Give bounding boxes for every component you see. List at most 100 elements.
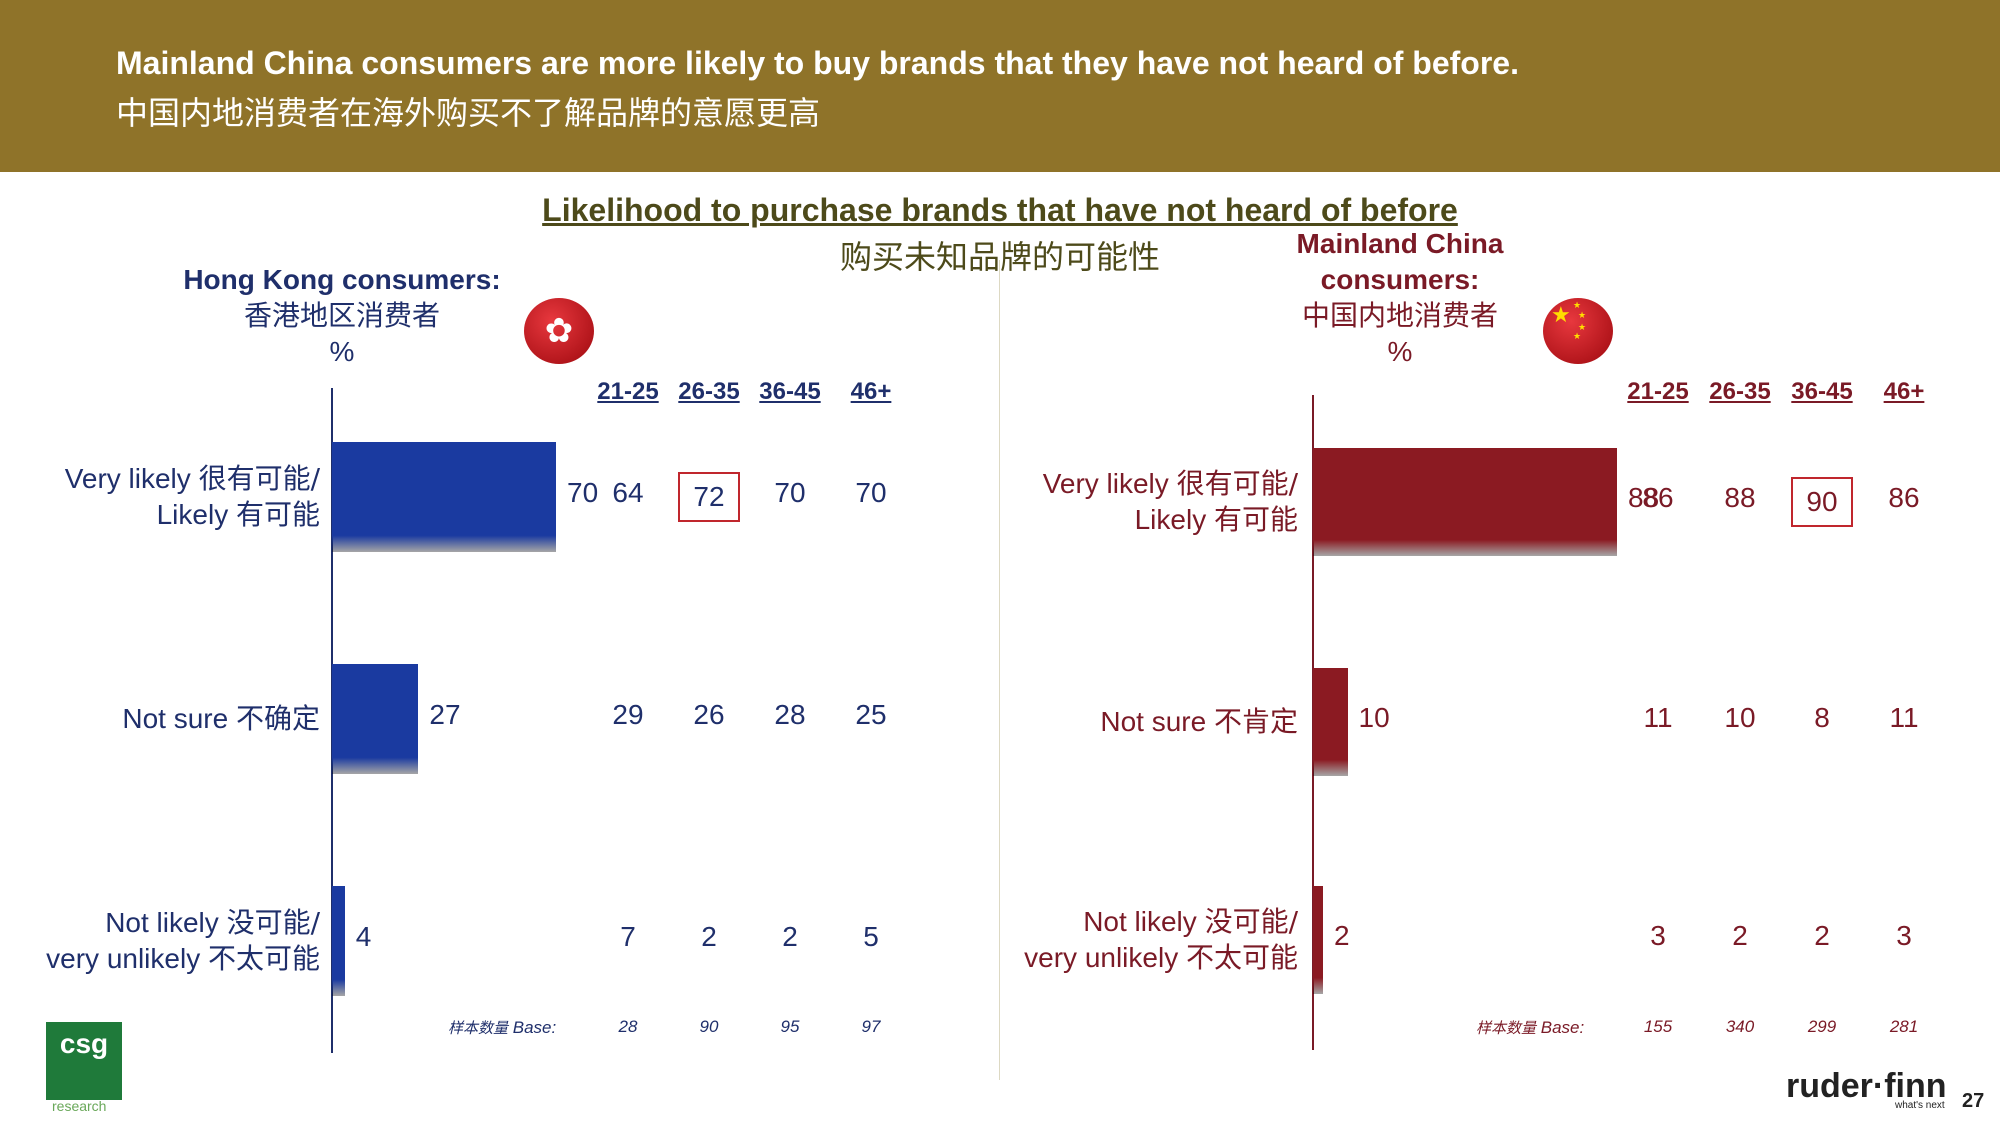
category-en: Not sure [1100,706,1207,737]
category-zh-2: 不太可能 [207,942,320,975]
cn-panel-heading: Mainland China consumers: 中国内地消费者 % [1250,226,1550,370]
slide-title: Mainland China consumers are more likely… [116,45,1519,81]
category-en-2: very unlikely [46,943,201,974]
hk-bar-value: 4 [355,921,372,952]
hk-age-value: 26 [693,699,725,730]
cn-age-value: 2 [1814,920,1830,951]
base-label-zh: 样本数量 [448,1019,509,1037]
category-zh: 不确定 [235,702,320,735]
cn-base-value: 281 [1889,1017,1919,1036]
cn-age-value: 10 [1724,702,1756,733]
category-zh: 没可能/ [226,906,320,939]
hk-unit: % [329,336,355,367]
bauhinia-icon: ✿ [544,312,574,350]
cn-base-label: 样本数量 Base: [1476,1017,1584,1038]
hk-category-label: Not sure 不确定 [122,701,320,737]
hk-age-header: 46+ [850,378,892,405]
hk-highlighted-age-value: 72 [678,472,740,522]
star-icon: ★ [1573,331,1582,341]
hk-age-header: 21-25 [597,378,659,405]
page-number: 27 [1962,1090,1985,1112]
cn-category-label: Not sure 不肯定 [1100,704,1298,740]
category-zh-2: 有可能 [235,498,320,531]
cn-bar-value: 88 [1628,482,1660,513]
csg-logo-subtitle: research [52,1098,107,1114]
cn-age-header: 46+ [1883,378,1925,405]
cn-age-value: 86 [1642,482,1674,513]
hk-age-value: 29 [612,699,644,730]
hong-kong-flag-icon: ✿ [524,298,594,364]
category-en: Not sure [122,703,229,734]
hk-bar [332,442,556,552]
category-en-2: Likely [156,499,229,530]
cn-age-value: 3 [1650,920,1666,951]
hk-age-value: 7 [620,921,636,952]
cn-age-value: 88 [1724,482,1756,513]
star-icon: ★ [1578,322,1587,332]
cn-base-value: 299 [1807,1017,1837,1036]
hk-category-label: Not likely 没可能/very unlikely 不太可能 [46,905,320,977]
ruder-finn-logo: ruder·finn [1786,1067,1947,1105]
cn-age-value: 2 [1732,920,1748,951]
category-en: Not likely [1083,906,1197,937]
category-zh: 很有可能/ [1176,467,1298,500]
category-en: Very likely [1042,468,1169,499]
hk-age-value: 28 [774,699,806,730]
hk-age-value: 2 [782,921,798,952]
star-icon: ★ [1578,310,1587,320]
cn-base-value: 340 [1725,1017,1755,1036]
hk-age-value: 64 [612,477,644,508]
cn-age-value: 86 [1888,482,1920,513]
cn-age-header: 26-35 [1709,378,1771,405]
cn-age-value: 3 [1896,920,1912,951]
hk-panel-heading: Hong Kong consumers: 香港地区消费者 % [160,262,524,370]
hk-category-label: Very likely 很有可能/Likely 有可能 [65,461,320,533]
hk-age-header: 36-45 [759,378,821,405]
base-label-zh: 样本数量 [1476,1019,1537,1037]
category-en-2: very unlikely [1024,942,1179,973]
hk-bar [332,886,345,996]
hk-bar-value: 70 [567,477,599,508]
cn-category-label: Very likely 很有可能/Likely 有可能 [1043,466,1298,538]
base-label-en: Base: [512,1018,557,1037]
category-en: Not likely [105,907,219,938]
cn-bar-value: 2 [1334,920,1350,951]
hk-heading-en: Hong Kong consumers: [183,264,501,295]
star-icon: ★ [1551,302,1571,327]
cn-bar [1313,886,1323,994]
cn-heading-en-2: consumers: [1320,264,1480,295]
panel-divider [999,260,1000,1080]
category-zh-2: 不太可能 [1185,941,1298,974]
header-banner: Mainland China consumers are more likely… [0,0,2000,172]
hk-base-value: 90 [699,1017,719,1036]
star-icon: ★ [1573,300,1582,310]
chart-title: Likelihood to purchase brands that have … [542,192,1458,228]
slide-title-chinese: 中国内地消费者在海外购买不了解品牌的意愿更高 [116,94,821,132]
category-zh: 不肯定 [1213,705,1298,738]
hk-base-value: 95 [780,1017,800,1036]
china-flag-icon: ★ ★ ★ ★ ★ [1543,298,1613,364]
cn-age-value: 11 [1643,702,1673,733]
hk-bar-value: 27 [429,699,461,730]
cn-base-value: 155 [1643,1017,1673,1036]
hk-base-value: 28 [618,1017,638,1036]
cn-bar [1313,448,1617,556]
csg-logo-text: csg [59,1028,109,1059]
category-zh: 没可能/ [1204,905,1298,938]
hk-age-value: 2 [701,921,717,952]
hk-age-value: 25 [855,699,887,730]
hk-base-value: 97 [861,1017,881,1036]
cn-age-value: 8 [1814,702,1830,733]
hk-age-value: 5 [863,921,879,952]
cn-heading-en-1: Mainland China [1296,228,1504,259]
category-en-2: Likely [1134,504,1207,535]
cn-category-label: Not likely 没可能/very unlikely 不太可能 [1024,904,1298,976]
category-zh-2: 有可能 [1213,503,1298,536]
cn-bar-value: 10 [1358,702,1390,733]
cn-bar [1313,668,1348,776]
cn-unit: % [1387,336,1413,367]
hk-age-header: 26-35 [678,378,740,405]
cn-age-value: 11 [1889,702,1919,733]
cn-highlighted-age-value: 90 [1791,477,1853,527]
hk-base-label: 样本数量 Base: [448,1017,556,1038]
